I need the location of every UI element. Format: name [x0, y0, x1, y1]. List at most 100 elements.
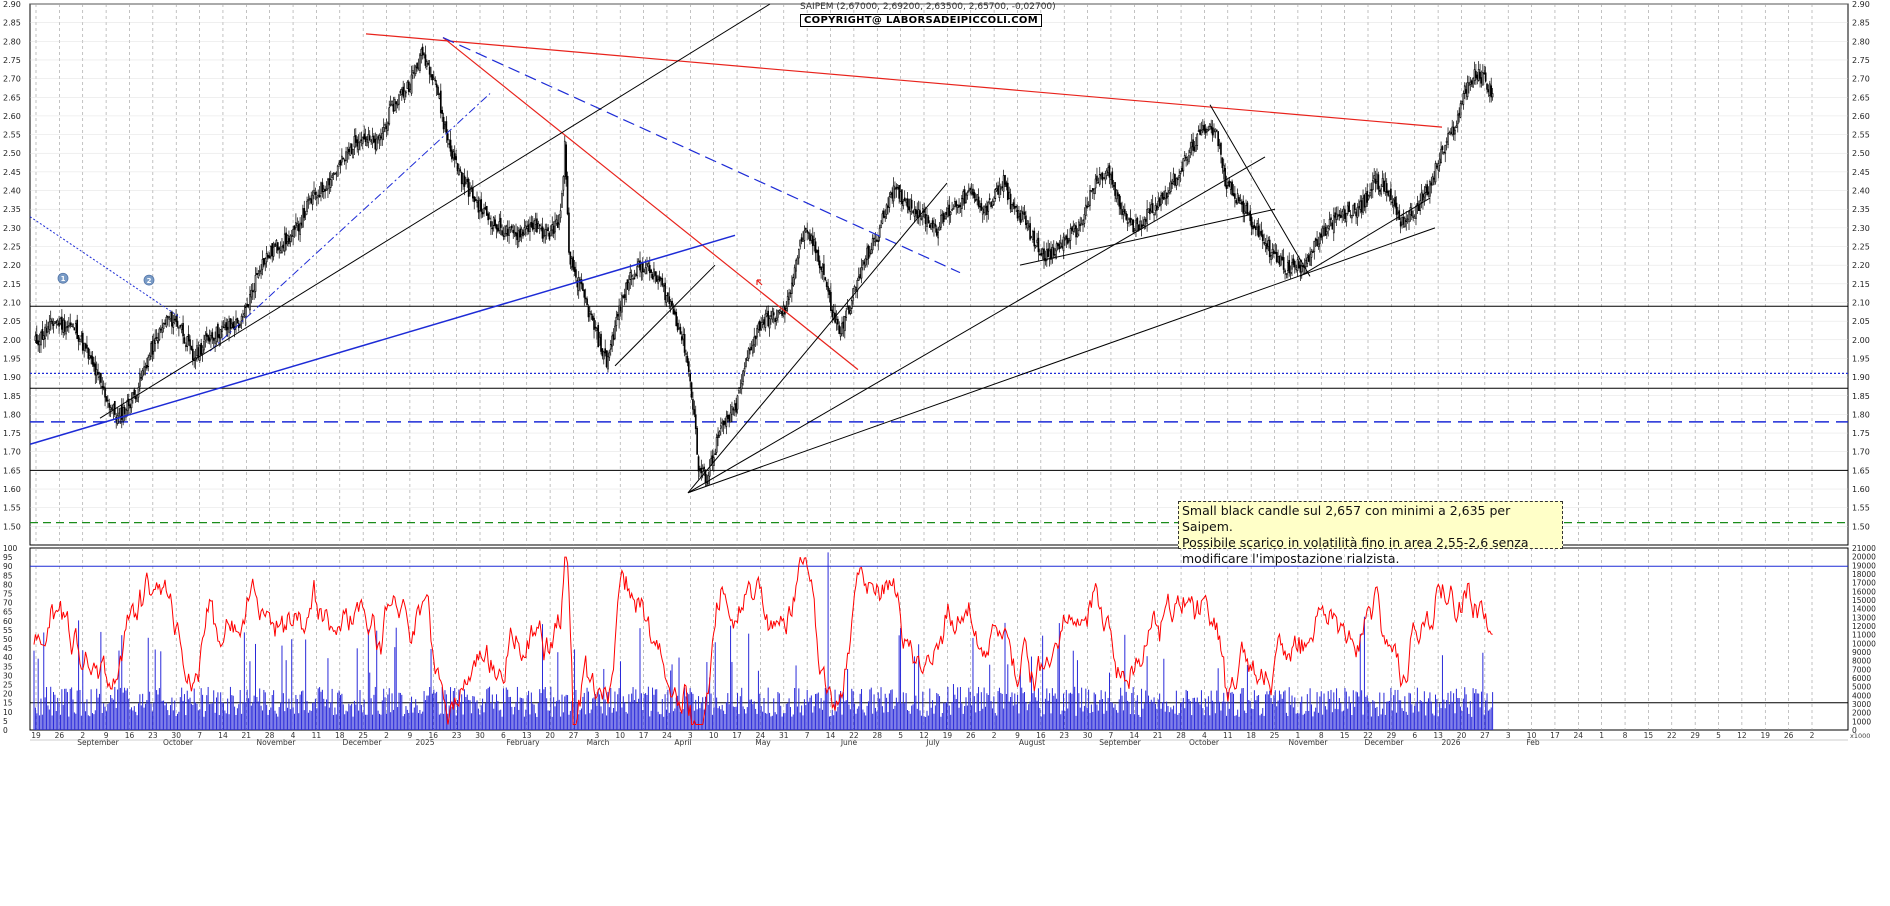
- candle-body: [388, 107, 391, 125]
- candle-body: [988, 198, 991, 200]
- candle-body: [949, 211, 952, 215]
- x-tick-label: 17: [732, 731, 742, 740]
- candle-body: [281, 246, 283, 254]
- candle-body: [492, 217, 495, 227]
- candle-body: [1015, 206, 1017, 208]
- candle-body: [334, 172, 336, 175]
- candle-body: [322, 188, 325, 193]
- candle-body: [909, 198, 912, 212]
- volume-y-tick: 18000: [1852, 570, 1876, 579]
- candle-body: [810, 235, 813, 241]
- candle-body: [687, 361, 690, 372]
- candle-body: [47, 326, 49, 333]
- y-tick-left: 2.80: [3, 37, 21, 46]
- candle-body: [626, 279, 629, 290]
- candle-body: [941, 213, 944, 216]
- candle-body: [1253, 225, 1256, 229]
- candle-body: [965, 194, 967, 203]
- candle-body: [1455, 125, 1458, 128]
- candle-body: [884, 216, 887, 219]
- volume-y-tick: 19000: [1852, 561, 1876, 570]
- candle-body: [189, 339, 191, 347]
- x-tick-label: 28: [1176, 731, 1186, 740]
- y-tick-left: 1.95: [3, 354, 21, 363]
- candle-body: [756, 328, 758, 338]
- candle-body: [1371, 180, 1374, 191]
- candle-body: [136, 394, 138, 402]
- candle-body: [572, 256, 574, 270]
- candle-body: [862, 260, 864, 266]
- candle-body: [1491, 93, 1494, 98]
- candle-body: [179, 325, 182, 327]
- x-tick-label: 15: [1644, 731, 1654, 740]
- candle-body: [1213, 130, 1215, 133]
- candle-body: [1488, 83, 1491, 96]
- y-tick-right: 1.65: [1852, 466, 1870, 475]
- y-tick-left: 1.60: [3, 485, 21, 494]
- candle-body: [420, 49, 423, 56]
- candle-body: [180, 325, 183, 331]
- candle-body: [1006, 182, 1009, 201]
- candle-body: [437, 86, 439, 96]
- candle-body: [1289, 272, 1292, 275]
- candle-body: [654, 271, 657, 276]
- candle-body: [1117, 192, 1119, 197]
- candle-body: [820, 266, 822, 271]
- candle-body: [562, 176, 565, 191]
- candle-body: [1011, 204, 1013, 212]
- candle-body: [1331, 222, 1334, 230]
- candle-body: [590, 313, 593, 316]
- candle-body: [1286, 262, 1289, 271]
- candle-body: [332, 173, 335, 175]
- candle-body: [1392, 199, 1395, 206]
- candle-body: [1238, 197, 1240, 202]
- candle-body: [531, 222, 534, 230]
- candle-body: [895, 186, 898, 190]
- candle-body: [772, 312, 775, 316]
- candle-body: [198, 344, 201, 361]
- candle-body: [823, 263, 825, 275]
- candle-body: [109, 407, 112, 411]
- candle-body: [1256, 223, 1258, 228]
- volume-y-tick: 6000: [1852, 674, 1871, 683]
- candle-body: [856, 279, 859, 292]
- candle-body: [1061, 246, 1063, 248]
- candle-body: [1072, 225, 1075, 232]
- candle-body: [1078, 221, 1080, 231]
- candle-body: [499, 217, 502, 228]
- candle-body: [892, 185, 895, 202]
- candle-body: [161, 327, 163, 333]
- candle-body: [803, 230, 806, 241]
- y-tick-right: 2.55: [1852, 131, 1870, 140]
- candle-body: [838, 325, 841, 334]
- candle-body: [1483, 72, 1486, 75]
- candle-body: [292, 228, 294, 237]
- candle-body: [1482, 72, 1484, 86]
- candle-body: [1260, 230, 1263, 236]
- candle-body: [196, 345, 198, 356]
- x-tick-label: 4: [291, 731, 296, 740]
- candle-body: [207, 335, 209, 341]
- candle-body: [1284, 270, 1286, 273]
- candle-body: [389, 103, 392, 106]
- candle-body: [1422, 194, 1424, 201]
- candle-body: [1437, 163, 1440, 171]
- candle-body: [374, 138, 377, 150]
- candle-body: [70, 324, 73, 327]
- candle-body: [339, 159, 342, 166]
- candle-body: [800, 237, 803, 242]
- candle-body: [1397, 211, 1399, 214]
- x-tick-label: 3: [688, 731, 693, 740]
- candle-body: [618, 305, 620, 321]
- candle-body: [543, 235, 545, 238]
- candle-body: [129, 404, 131, 409]
- candle-body: [641, 261, 644, 273]
- candle-body: [370, 140, 372, 143]
- candle-body: [527, 224, 530, 232]
- candle-body: [141, 370, 144, 377]
- candle-body: [1040, 253, 1043, 256]
- candle-body: [1270, 255, 1272, 260]
- candle-body: [1436, 165, 1438, 168]
- candle-body: [974, 199, 977, 201]
